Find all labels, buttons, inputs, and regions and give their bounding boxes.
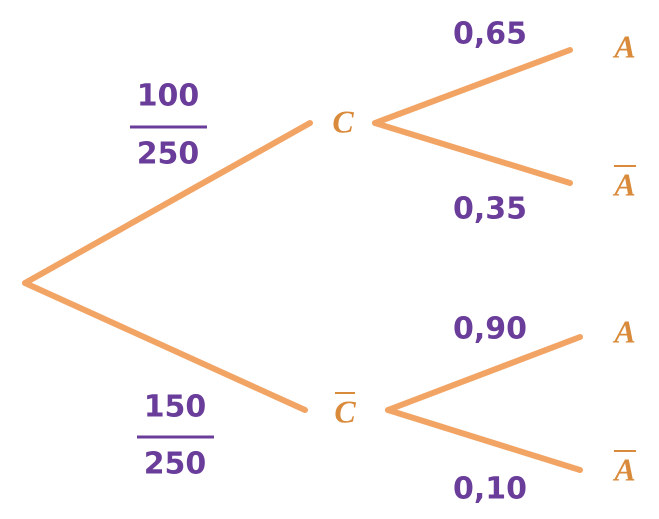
probability: 0,65	[453, 17, 527, 52]
edge	[22, 280, 308, 413]
node-label: C	[332, 103, 354, 139]
numerator: 100	[137, 79, 200, 114]
node-label: A	[612, 313, 635, 349]
denominator: 250	[144, 447, 207, 482]
edge	[372, 120, 573, 186]
probability: 0,10	[453, 472, 527, 507]
numerator: 150	[144, 390, 207, 425]
edge	[385, 407, 583, 473]
edge	[22, 120, 313, 286]
node-label: A	[612, 28, 635, 64]
denominator: 250	[137, 137, 200, 172]
edge	[372, 47, 573, 126]
node-label: A	[612, 451, 635, 487]
node-label: C	[334, 393, 356, 429]
probability: 0,35	[453, 192, 527, 227]
node-label: A	[612, 166, 635, 202]
edge	[385, 334, 583, 413]
probability: 0,90	[453, 312, 527, 347]
